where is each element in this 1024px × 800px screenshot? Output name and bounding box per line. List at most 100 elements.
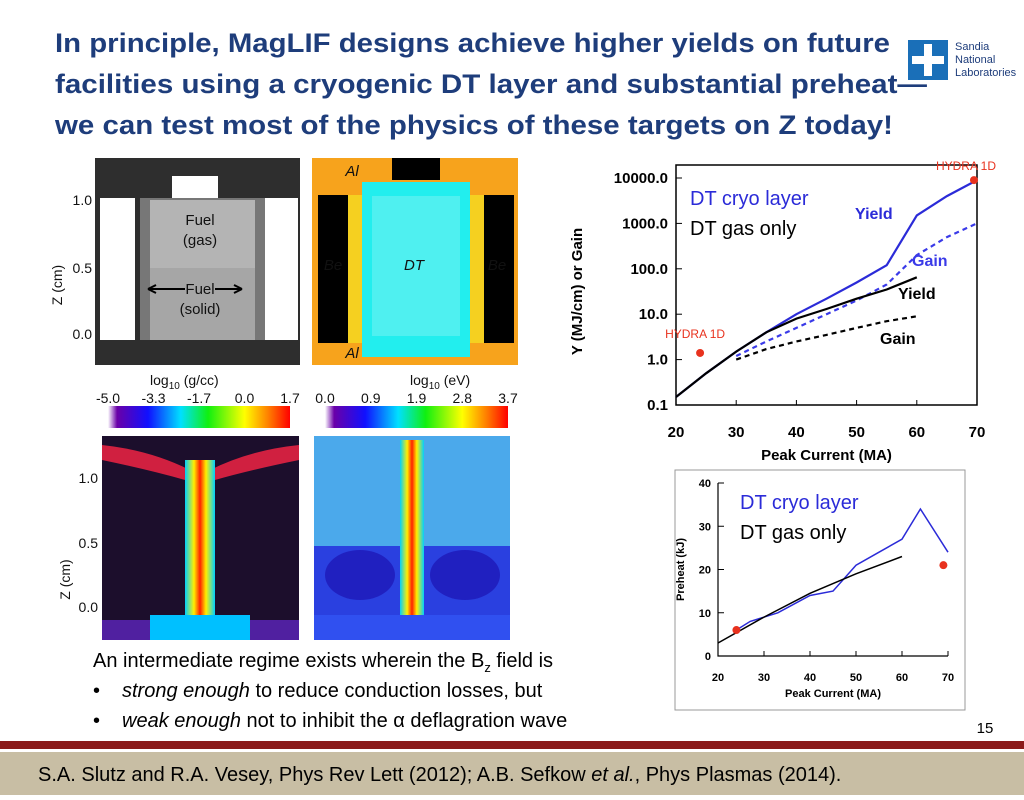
- text: 10: [169, 381, 181, 392]
- x-tick-label: 30: [758, 672, 770, 684]
- y-tick-label: 0.1: [647, 397, 668, 414]
- emphasis: weak enough: [122, 710, 241, 732]
- marker: [939, 561, 948, 570]
- point-label: HYDRA 1D: [936, 159, 996, 173]
- title-line: In principle, MagLIF designs achieve hig…: [55, 28, 890, 58]
- marker: [732, 626, 741, 635]
- z-label: Z (cm): [49, 265, 65, 305]
- legend-entry: DT gas only: [690, 218, 796, 240]
- y-tick-label: 1000.0: [622, 215, 668, 232]
- y-tick-label: 20: [699, 565, 711, 577]
- y-tick-label: 100.0: [630, 261, 668, 278]
- material-label: DT: [404, 257, 426, 274]
- y-axis-title: Y (MJ/cm) or Gain: [569, 228, 586, 355]
- bullet: •: [93, 680, 100, 702]
- z-tick-label: 0.0: [73, 326, 93, 342]
- z-tick-label: 0.0: [79, 599, 99, 615]
- region-label: (solid): [180, 301, 221, 318]
- scale-tick-label: 2.8: [453, 390, 473, 406]
- arrow: [147, 284, 243, 294]
- logo-text: Laboratories: [955, 67, 1017, 79]
- x-tick-label: 70: [969, 424, 986, 441]
- y-tick-label: 0: [705, 651, 711, 663]
- y-tick-label: 10.0: [639, 306, 668, 323]
- z-tick-label: 0.5: [79, 535, 99, 551]
- legend-entry: DT cryo layer: [740, 492, 859, 514]
- page-number: 15: [977, 720, 994, 737]
- x-axis-title: Peak Current (MA): [785, 688, 881, 700]
- emphasis: strong enough: [122, 680, 250, 702]
- text: S.A. Slutz and R.A. Vesey, Phys Rev Lett…: [38, 764, 591, 786]
- title-line: facilities using a cryogenic DT layer an…: [55, 69, 927, 99]
- text: log: [150, 372, 169, 388]
- scale-tick-label: -5.0: [96, 390, 120, 406]
- series-line: [735, 315, 917, 361]
- y-tick-label: 1.0: [647, 352, 668, 369]
- chart-frame: [674, 469, 966, 711]
- scale-tick-label: 3.7: [498, 390, 518, 406]
- region-label: Fuel: [185, 281, 214, 298]
- series-line: [675, 276, 918, 398]
- scale-title: log10 (g/cc): [150, 372, 219, 392]
- marker: [696, 348, 705, 357]
- scale-tick-label: 1.7: [280, 390, 300, 406]
- logo-text: Sandia: [955, 41, 990, 53]
- density-evolution: [102, 436, 299, 640]
- material-label: Be: [324, 257, 342, 274]
- y-axis-title: Preheat (kJ): [675, 538, 687, 601]
- text: , Phys Plasmas (2014).: [635, 764, 842, 786]
- footer-band: [0, 752, 1024, 795]
- x-tick-label: 50: [848, 424, 865, 441]
- text: field is: [491, 650, 553, 672]
- material-label: Al: [344, 345, 359, 362]
- region-label: (gas): [183, 232, 217, 249]
- plot-frame: [675, 164, 978, 406]
- x-tick-label: 50: [850, 672, 862, 684]
- z-tick-label: 0.5: [73, 260, 93, 276]
- z-tick-label: 1.0: [73, 192, 93, 208]
- material-label: Be: [488, 257, 506, 274]
- marker: [969, 176, 978, 185]
- x-tick-label: 40: [788, 424, 805, 441]
- legend-entry: DT gas only: [740, 522, 846, 544]
- title-line: we can test most of the physics of these…: [54, 110, 893, 140]
- region-label: Fuel: [185, 212, 214, 229]
- material-label: Al: [344, 163, 359, 180]
- text: not to inhibit the α deflagration wave: [241, 710, 567, 732]
- x-tick-label: 30: [728, 424, 745, 441]
- text: An intermediate regime exists wherein th…: [93, 650, 484, 672]
- colorbars: [108, 406, 508, 428]
- logo-text: National: [955, 54, 995, 66]
- scale-tick-label: -3.3: [141, 390, 165, 406]
- y-tick-label: 10000.0: [614, 170, 668, 187]
- x-tick-label: 70: [942, 672, 954, 684]
- x-tick-label: 60: [896, 672, 908, 684]
- series-label: Gain: [912, 253, 948, 270]
- text: 10: [429, 381, 441, 392]
- series-label: Yield: [898, 286, 936, 303]
- series-label: Gain: [880, 331, 916, 348]
- logo: Sandia National Laboratories: [908, 40, 1017, 80]
- legend-entry: DT cryo layer: [690, 188, 809, 210]
- y-tick-label: 30: [699, 521, 711, 533]
- text: (g/cc): [180, 372, 219, 388]
- x-tick-label: 20: [712, 672, 724, 684]
- scale-tick-label: 0.9: [361, 390, 381, 406]
- z-label: Z (cm): [57, 559, 73, 599]
- emphasis: et al.: [591, 764, 634, 786]
- series-line: [735, 222, 978, 357]
- scale-tick-label: -1.7: [187, 390, 211, 406]
- scale-tick-label: 0.0: [235, 390, 255, 406]
- z-tick-label: 1.0: [79, 470, 99, 486]
- footer-rule: [0, 741, 1024, 749]
- bullet-text: weak enough not to inhibit the α deflagr…: [122, 710, 567, 732]
- density-panel: [95, 158, 300, 365]
- text: log: [410, 372, 429, 388]
- bullet-intro: An intermediate regime exists wherein th…: [93, 650, 553, 675]
- subscript: z: [484, 660, 491, 675]
- scale-tick-label: 1.9: [407, 390, 427, 406]
- footer: S.A. Slutz and R.A. Vesey, Phys Rev Lett…: [38, 764, 841, 786]
- temperature-panel: [312, 158, 518, 365]
- x-axis-title: Peak Current (MA): [761, 447, 892, 464]
